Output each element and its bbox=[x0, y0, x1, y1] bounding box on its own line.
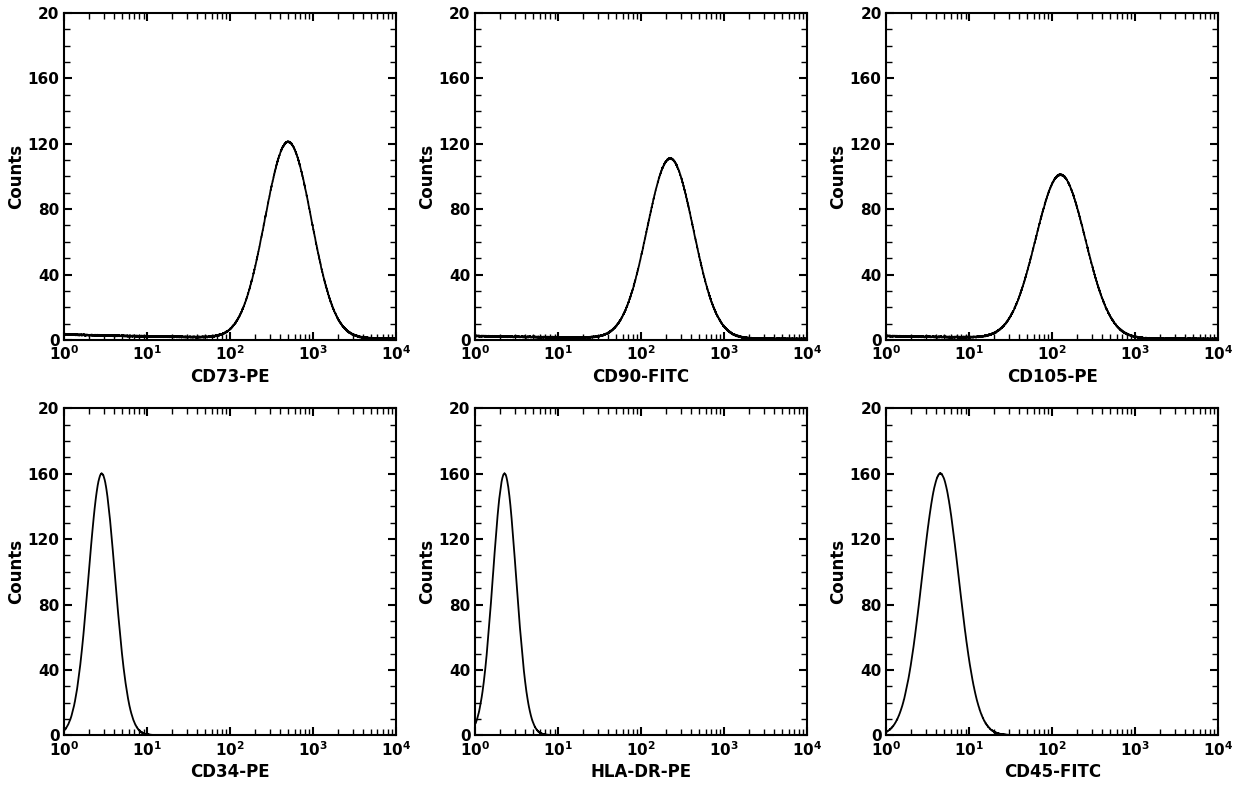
Y-axis label: Counts: Counts bbox=[830, 144, 847, 209]
Y-axis label: Counts: Counts bbox=[418, 539, 436, 604]
X-axis label: CD73-PE: CD73-PE bbox=[191, 368, 270, 385]
X-axis label: CD45-FITC: CD45-FITC bbox=[1003, 763, 1101, 781]
X-axis label: HLA-DR-PE: HLA-DR-PE bbox=[590, 763, 692, 781]
X-axis label: CD34-PE: CD34-PE bbox=[191, 763, 270, 781]
Y-axis label: Counts: Counts bbox=[7, 144, 25, 209]
Y-axis label: Counts: Counts bbox=[830, 539, 847, 604]
Y-axis label: Counts: Counts bbox=[418, 144, 436, 209]
X-axis label: CD105-PE: CD105-PE bbox=[1007, 368, 1097, 385]
Y-axis label: Counts: Counts bbox=[7, 539, 25, 604]
X-axis label: CD90-FITC: CD90-FITC bbox=[593, 368, 689, 385]
